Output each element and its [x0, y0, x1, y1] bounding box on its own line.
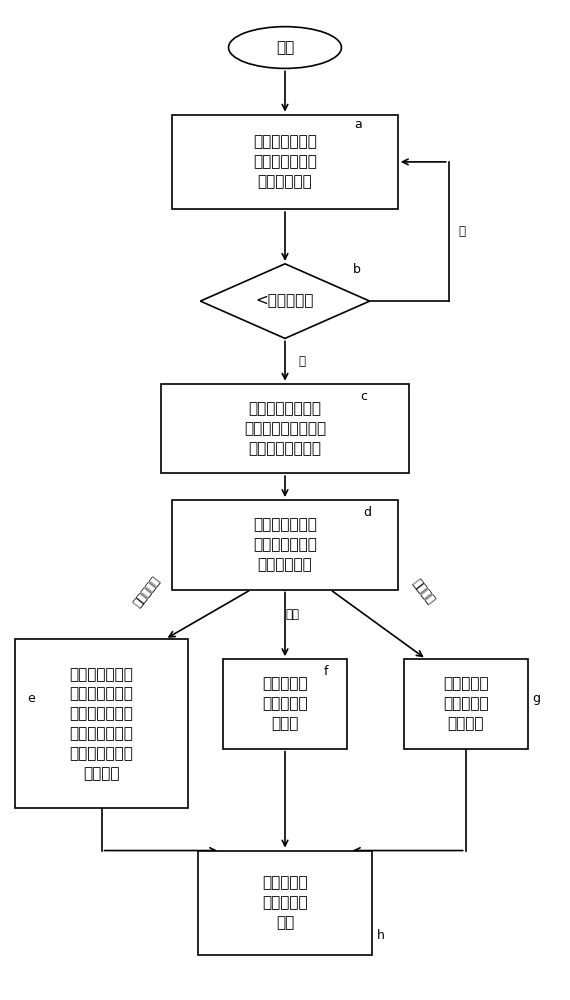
FancyBboxPatch shape [161, 384, 409, 473]
Text: d: d [363, 506, 371, 519]
Text: 绿灯: 绿灯 [286, 608, 299, 621]
Text: 开始: 开始 [276, 40, 294, 55]
FancyBboxPatch shape [404, 659, 528, 749]
Text: 将车辆的速度和
预设的车速动态
阈值比较，根据
比较结果向提醒
模块发出相应的
提醒指令: 将车辆的速度和 预设的车速动态 阈值比较，根据 比较结果向提醒 模块发出相应的 … [70, 667, 133, 781]
Text: 定位车辆行驶的
车道，以及车辆
距路口的距离: 定位车辆行驶的 车道，以及车辆 距路口的距离 [253, 135, 317, 189]
Text: a: a [355, 118, 363, 131]
Text: h: h [377, 929, 385, 942]
FancyBboxPatch shape [172, 115, 398, 209]
Polygon shape [200, 264, 370, 338]
FancyBboxPatch shape [198, 851, 372, 955]
Text: 分析处理接收到
的视频图像，提
取信号灯信息: 分析处理接收到 的视频图像，提 取信号灯信息 [253, 517, 317, 572]
Text: e: e [27, 692, 35, 705]
Text: 向提醒模块
发出检测失
败的消息: 向提醒模块 发出检测失 败的消息 [443, 677, 488, 731]
FancyBboxPatch shape [223, 659, 347, 749]
Text: 采集车前方视频图
像，并将所述视频图
像传输至中控模块: 采集车前方视频图 像，并将所述视频图 像传输至中控模块 [244, 401, 326, 456]
Text: <距离阈值？: <距离阈值？ [256, 294, 314, 309]
Text: b: b [353, 263, 361, 276]
FancyBboxPatch shape [172, 500, 398, 589]
Text: g: g [532, 692, 540, 705]
FancyBboxPatch shape [15, 639, 188, 808]
Text: 红灯或黄灯: 红灯或黄灯 [131, 574, 162, 609]
Ellipse shape [229, 27, 341, 68]
Text: 提醒模块发
出对应的提
示音: 提醒模块发 出对应的提 示音 [262, 875, 308, 930]
Text: 否: 否 [459, 225, 466, 238]
Text: 向提醒模块
发出可通行
的消息: 向提醒模块 发出可通行 的消息 [262, 677, 308, 731]
Text: f: f [323, 665, 328, 678]
Text: c: c [360, 390, 368, 403]
Text: 是: 是 [299, 355, 306, 368]
Text: 提取失败: 提取失败 [410, 576, 437, 607]
